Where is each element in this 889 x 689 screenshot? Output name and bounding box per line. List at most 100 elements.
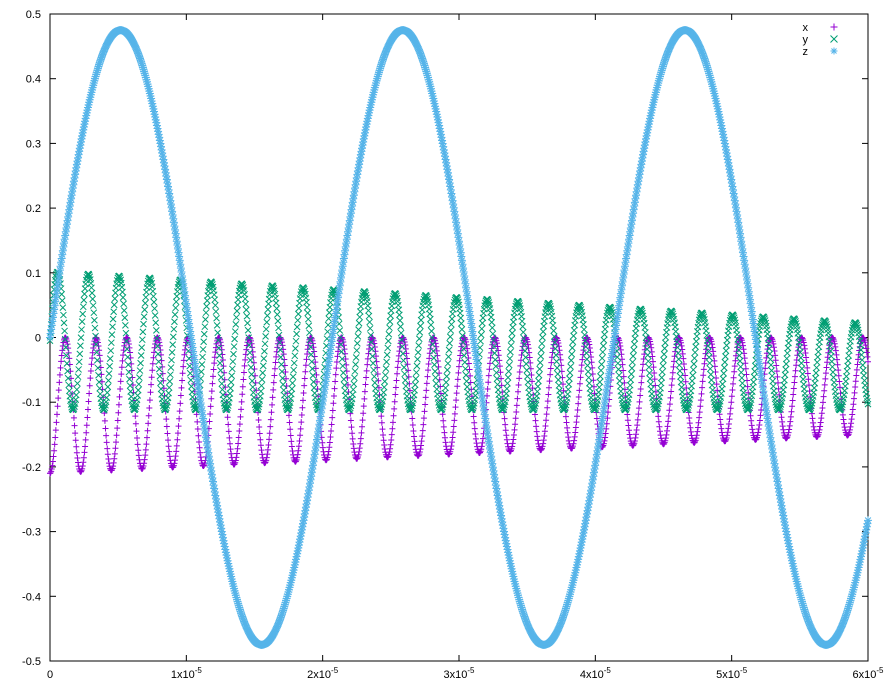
data-point: [107, 339, 115, 347]
data-point: [803, 354, 810, 361]
data-point: [756, 422, 763, 429]
data-point: [731, 368, 738, 375]
data-point: [223, 406, 231, 413]
data-point: [189, 351, 198, 360]
data-point: [360, 128, 369, 137]
data-point: [842, 608, 851, 617]
data-point: [250, 353, 257, 360]
data-point: [386, 318, 394, 325]
data-point: [467, 323, 476, 332]
data-point: [456, 248, 465, 257]
data-point: [432, 110, 441, 119]
data-point: [604, 415, 611, 422]
data-point: [216, 359, 224, 367]
data-point: [632, 187, 641, 196]
data-point: [370, 366, 378, 374]
data-point: [132, 413, 139, 420]
data-point: [722, 145, 731, 154]
data-point: [257, 387, 265, 395]
data-point: [854, 323, 861, 331]
data-point: [173, 448, 180, 455]
data-point: [780, 426, 787, 433]
x-tick-label: 2x10-5: [307, 666, 339, 681]
x-tick-exponent: -5: [604, 666, 612, 675]
data-point: [599, 348, 607, 356]
data-point: [717, 416, 724, 423]
data-point: [620, 266, 629, 275]
data-point: [710, 348, 717, 355]
data-point: [350, 440, 357, 447]
data-point: [411, 438, 418, 445]
data-point: [355, 160, 364, 169]
data-point: [152, 118, 161, 127]
x-tick-label: 5x10-5: [716, 666, 748, 681]
data-point: [602, 434, 609, 441]
data-point: [221, 545, 230, 554]
data-point: [157, 385, 165, 393]
data-point: [61, 335, 69, 343]
data-point: [770, 459, 779, 468]
data-point: [304, 351, 311, 358]
data-point: [471, 351, 480, 360]
data-point: [89, 349, 96, 356]
data-point: [215, 344, 223, 352]
data-point: [765, 425, 774, 434]
data-point: [149, 360, 156, 367]
data-point: [341, 381, 348, 389]
data-point: [567, 363, 574, 370]
data-point: [648, 100, 657, 109]
data-point: [786, 548, 795, 557]
data-point: [207, 466, 216, 475]
data-point: [180, 291, 189, 300]
data-point: [541, 433, 548, 440]
data-point: [817, 423, 824, 430]
data-point: [729, 189, 738, 198]
data-point: [89, 81, 98, 90]
data-point: [796, 591, 805, 600]
data-point: [608, 349, 617, 358]
data-point: [357, 147, 366, 156]
data-point: [701, 57, 710, 66]
data-point: [449, 203, 458, 212]
data-point: [165, 443, 172, 450]
data-point: [462, 283, 471, 292]
data-point: [708, 338, 715, 345]
data-point: [329, 407, 336, 414]
data-point: [433, 115, 442, 124]
data-point: [804, 617, 813, 626]
data-point: [137, 57, 146, 66]
data-point: [231, 328, 239, 335]
data-point: [134, 441, 141, 448]
data-point: [684, 405, 691, 413]
data-point: [865, 358, 871, 365]
y-tick-label: -0.5: [22, 656, 41, 668]
data-point: [274, 317, 282, 325]
data-point: [697, 403, 704, 410]
data-point: [432, 107, 441, 116]
data-point: [464, 349, 471, 356]
data-point: [284, 585, 293, 594]
data-point: [344, 381, 351, 388]
data-point: [626, 431, 633, 438]
data-point: [514, 395, 521, 402]
data-point: [713, 104, 722, 113]
data-point: [583, 506, 592, 515]
data-point: [565, 380, 573, 388]
data-point: [454, 296, 462, 303]
data-point: [342, 239, 351, 248]
data-point: [630, 346, 638, 354]
data-point: [258, 447, 265, 454]
data-point: [756, 417, 763, 424]
data-point: [210, 366, 217, 373]
data-point: [786, 426, 793, 433]
data-point: [578, 535, 587, 544]
data-point: [336, 277, 345, 286]
data-point: [304, 309, 312, 317]
data-point: [200, 422, 209, 431]
data-point: [573, 419, 580, 426]
data-point: [146, 404, 153, 411]
data-point: [688, 377, 696, 385]
data-point: [333, 365, 340, 372]
data-point: [289, 379, 296, 387]
data-point: [550, 333, 558, 340]
